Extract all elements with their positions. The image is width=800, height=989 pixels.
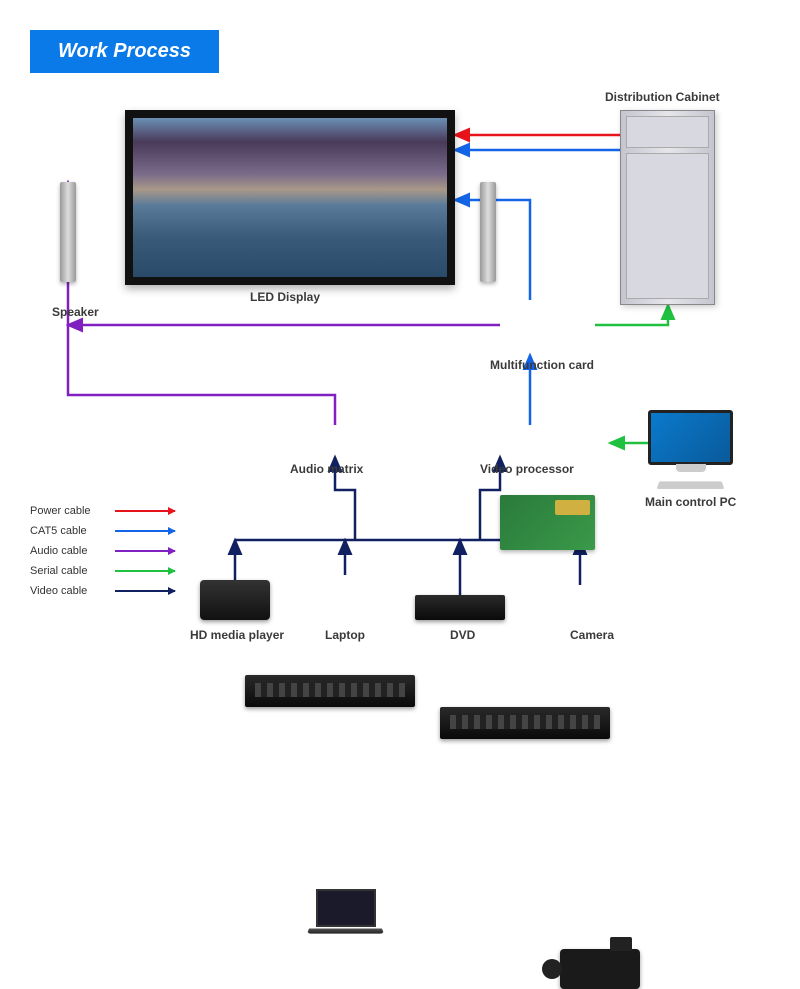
label-cabinet: Distribution Cabinet [605, 90, 720, 104]
legend-label: Serial cable [30, 565, 105, 577]
legend-arrow-icon [115, 570, 175, 572]
legend-row: Video cable [30, 585, 175, 597]
legend-arrow-icon [115, 590, 175, 592]
label-led: LED Display [250, 290, 320, 304]
speaker-right [480, 182, 496, 282]
camera [560, 949, 640, 989]
legend-arrow-icon [115, 530, 175, 532]
video-processor [440, 707, 610, 739]
distribution-cabinet [620, 110, 715, 305]
title-banner: Work Process [30, 30, 219, 73]
label-video: Video processor [480, 462, 574, 476]
legend-row: Power cable [30, 505, 175, 517]
speaker-left [60, 182, 76, 282]
label-pc: Main control PC [645, 495, 736, 509]
laptop [308, 889, 383, 939]
legend-label: CAT5 cable [30, 525, 105, 537]
cable-legend: Power cable CAT5 cable Audio cable Serial c… [30, 505, 175, 597]
legend-label: Power cable [30, 505, 105, 517]
label-speaker: Speaker [52, 305, 99, 319]
label-camera: Camera [570, 628, 614, 642]
legend-arrow-icon [115, 510, 175, 512]
legend-row: CAT5 cable [30, 525, 175, 537]
hd-media-player [200, 580, 270, 620]
legend-row: Audio cable [30, 545, 175, 557]
label-audio: Audio matrix [290, 462, 363, 476]
legend-label: Video cable [30, 585, 105, 597]
label-dvd: DVD [450, 628, 475, 642]
legend-row: Serial cable [30, 565, 175, 577]
led-display [125, 110, 455, 285]
label-laptop: Laptop [325, 628, 365, 642]
legend-label: Audio cable [30, 545, 105, 557]
label-hd: HD media player [190, 628, 284, 642]
legend-arrow-icon [115, 550, 175, 552]
label-mfcard: Multifunction card [490, 358, 594, 372]
main-control-pc [648, 410, 733, 465]
dvd-player [415, 595, 505, 620]
audio-matrix [245, 675, 415, 707]
multifunction-card [500, 495, 595, 550]
